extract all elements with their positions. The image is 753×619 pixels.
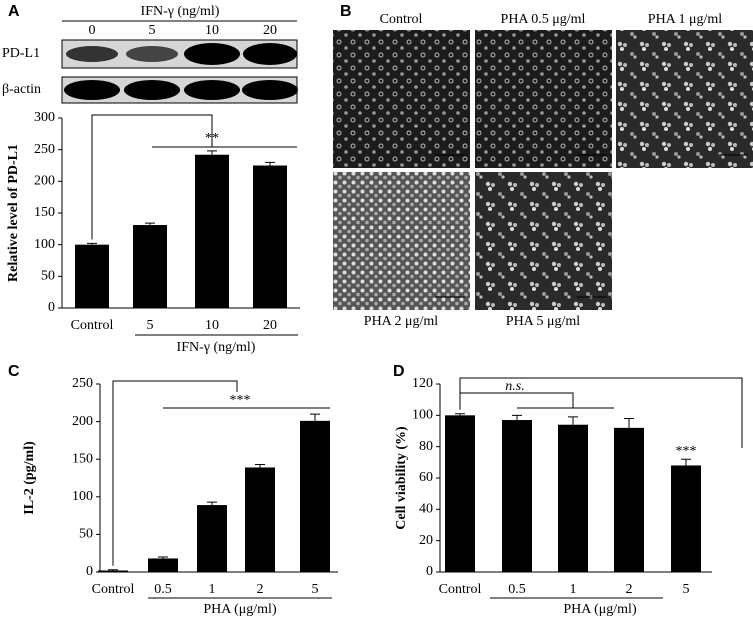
- panel-letter: C: [8, 363, 20, 380]
- bar: [197, 505, 227, 572]
- bar: [614, 427, 644, 572]
- x-tick-label: 5: [312, 582, 319, 597]
- error-bar: [145, 222, 155, 226]
- error-bar: [455, 413, 465, 416]
- error-bar: [255, 463, 265, 468]
- bar: [148, 558, 178, 572]
- y-tick-label: 200: [72, 414, 93, 429]
- bar: [445, 415, 475, 572]
- x-tick-label: 1: [570, 582, 577, 597]
- micrograph-images: [333, 30, 753, 310]
- y-tick-label: 100: [72, 489, 93, 504]
- y-tick-label: 150: [72, 451, 93, 466]
- y-tick-label: 0: [86, 564, 93, 579]
- x-tick-label: 20: [263, 318, 277, 333]
- y-tick-label: 200: [34, 174, 55, 189]
- y-tick-label: 250: [34, 142, 55, 157]
- x-tick-label: 5: [147, 318, 154, 333]
- x-tick-label: Control: [71, 318, 114, 333]
- x-axis-label: PHA (μg/ml): [563, 602, 637, 617]
- bracket: [460, 392, 574, 408]
- y-tick-label: 50: [79, 527, 93, 542]
- y-tick-label: 120: [412, 376, 433, 391]
- blot-title: IFN-γ (ng/ml): [141, 4, 220, 19]
- y-axis-label: Relative level of PD-L1: [6, 144, 21, 282]
- blot-row-label: β-actin: [2, 82, 41, 97]
- y-tick-label: 250: [72, 376, 93, 391]
- x-tick-label: 0.5: [154, 582, 172, 597]
- y-tick-label: 100: [34, 237, 55, 252]
- y-tick-label: 50: [41, 269, 55, 284]
- lane-label: 5: [149, 23, 156, 38]
- x-tick-label: Control: [92, 582, 135, 597]
- y-tick-label: 80: [419, 439, 433, 454]
- error-bar: [108, 569, 118, 571]
- error-bar: [568, 416, 578, 425]
- significance: ***: [230, 393, 251, 408]
- y-axis-label: Cell viability (%): [394, 426, 409, 530]
- bracket: [112, 380, 238, 566]
- bar: [502, 420, 532, 572]
- micrograph-label: PHA 0.5 μg/ml: [501, 12, 586, 27]
- x-tick-label: 0.5: [508, 582, 526, 597]
- panel-letter: A: [8, 3, 20, 20]
- bar: [558, 424, 588, 572]
- bar: [253, 165, 287, 308]
- x-tick-label: 5: [683, 582, 690, 597]
- y-tick-label: 20: [419, 533, 433, 548]
- y-tick-label: 300: [34, 110, 55, 125]
- x-axis-label: IFN-γ (ng/ml): [177, 340, 256, 355]
- y-tick-label: 40: [419, 502, 433, 517]
- x-axis-label: PHA (μg/ml): [203, 602, 277, 617]
- y-tick-label: 150: [34, 205, 55, 220]
- bar: [98, 570, 128, 572]
- error-bar: [265, 161, 275, 166]
- significance: ***: [676, 444, 697, 459]
- y-tick-label: 100: [412, 408, 433, 423]
- error-bar: [87, 242, 97, 245]
- bracket: [459, 377, 743, 448]
- y-tick-label: 0: [426, 564, 433, 579]
- micrograph-label: Control: [380, 12, 423, 27]
- y-axis-label: IL-2 (pg/ml): [22, 441, 37, 515]
- error-bar: [681, 458, 691, 466]
- x-tick-label: Control: [439, 582, 482, 597]
- x-tick-label: 2: [257, 582, 264, 597]
- lane-label: 0: [89, 23, 96, 38]
- micrograph-label: PHA 1 μg/ml: [648, 12, 723, 27]
- bar: [195, 154, 229, 308]
- panel-letter: B: [340, 3, 352, 20]
- lane-label: 10: [205, 23, 219, 38]
- lane-label: 20: [263, 23, 277, 38]
- blot-row-label: PD-L1: [2, 46, 40, 61]
- x-tick-label: 1: [209, 582, 216, 597]
- bracket: [91, 114, 213, 240]
- bar: [245, 467, 275, 572]
- micrograph-label: PHA 5 μg/ml: [506, 314, 581, 329]
- bar: [671, 465, 701, 572]
- x-tick-label: 10: [205, 318, 219, 333]
- significance: **: [205, 131, 219, 146]
- error-bar: [310, 413, 320, 421]
- bar: [133, 225, 167, 308]
- error-bar: [158, 556, 168, 559]
- x-tick-label: 2: [626, 582, 633, 597]
- error-bar: [207, 150, 217, 155]
- error-bar: [512, 414, 522, 421]
- error-bar: [624, 417, 634, 428]
- micrograph-label: PHA 2 μg/ml: [364, 314, 439, 329]
- panel-letter: D: [393, 363, 405, 380]
- bar: [300, 420, 330, 572]
- bar: [75, 244, 109, 308]
- ns-label: n.s.: [505, 379, 524, 394]
- error-bar: [207, 501, 217, 506]
- blot-frames: [61, 20, 298, 104]
- y-tick-label: 0: [48, 300, 55, 315]
- y-tick-label: 60: [419, 470, 433, 485]
